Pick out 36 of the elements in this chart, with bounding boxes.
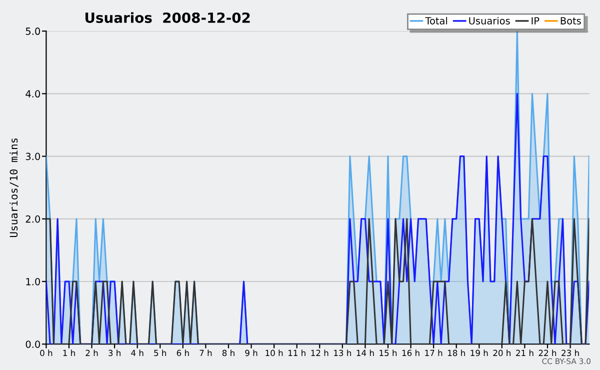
x-tick-label: 13 h — [334, 350, 351, 356]
legend-label: IP — [532, 17, 540, 24]
x-tick-label: 22 h — [538, 350, 556, 356]
y-tick-label: 0.0 — [26, 340, 40, 348]
y-axis-title: Usuarios/10 mins — [10, 138, 18, 238]
x-tick-label: 14 h — [356, 350, 374, 356]
x-tick-label: 23 h — [562, 350, 579, 356]
x-tick-label: 10 h — [266, 350, 283, 356]
x-tick-label: 17 h — [425, 350, 442, 356]
y-tick-label: 3.0 — [26, 152, 40, 160]
x-tick-label: 11 h — [288, 350, 306, 356]
x-tick-label: 20 h — [493, 350, 510, 356]
y-tick-label: 5.0 — [26, 28, 40, 35]
x-tick-label: 19 h — [470, 350, 488, 356]
y-tick-label: 4.0 — [26, 90, 40, 98]
x-tick-label: 8 h — [222, 350, 234, 356]
legend-label: Usuarios — [469, 16, 510, 24]
x-tick-label: 6 h — [176, 350, 189, 356]
legend-label: Bots — [560, 17, 581, 24]
x-tick-label: 4 h — [131, 350, 144, 356]
x-tick-label: 0 h — [40, 350, 52, 356]
y-tick-label: 1.0 — [26, 278, 40, 286]
x-tick-label: 15 h — [380, 350, 397, 356]
x-tick-label: 1 h — [63, 350, 75, 356]
y-tick-label: 2.0 — [26, 215, 40, 223]
x-tick-label: 18 h — [448, 350, 465, 356]
x-tick-label: 9 h — [245, 350, 258, 356]
x-tick-label: 5 h — [154, 350, 166, 356]
x-tick-label: 21 h — [516, 350, 534, 356]
legend-label: Total — [425, 16, 448, 24]
x-tick-label: 7 h — [200, 350, 212, 356]
chart-title: Usuarios 2008-12-02 — [85, 12, 250, 23]
x-tick-label: 12 h — [311, 350, 328, 356]
x-tick-label: 2 h — [86, 350, 98, 356]
x-tick-label: 16 h — [402, 350, 420, 356]
x-tick-label: 3 h — [108, 350, 120, 356]
